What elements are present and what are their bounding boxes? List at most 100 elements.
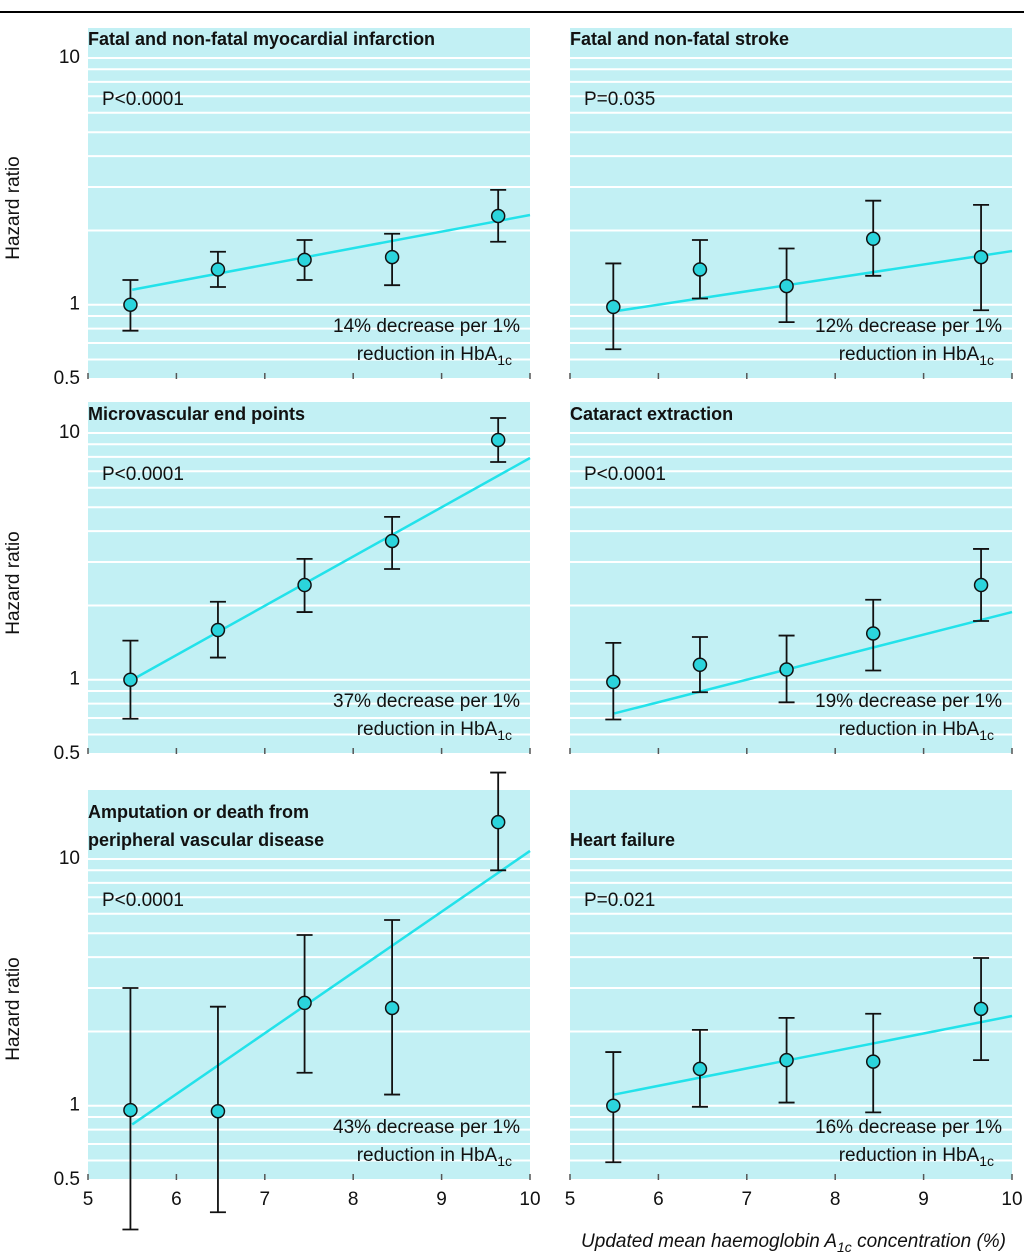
point — [865, 231, 881, 247]
fit-line — [131, 213, 531, 291]
effect-note: reduction in HbA1c — [839, 719, 994, 743]
p-value: P=0.035 — [584, 89, 655, 110]
p-value: P<0.0001 — [102, 464, 184, 485]
point — [490, 814, 506, 830]
p-value: P<0.0001 — [102, 89, 184, 110]
x-tick-label: 8 — [348, 1189, 359, 1210]
effect-note: reduction in HbA1c — [357, 1145, 512, 1169]
point — [692, 657, 708, 673]
subscript: 1c — [497, 352, 512, 368]
panel-title: Heart failure — [570, 830, 675, 850]
y-tick-label: 0.5 — [54, 743, 80, 764]
subscript: 1c — [979, 727, 994, 743]
panel-title: Fatal and non-fatal stroke — [570, 29, 789, 49]
y-tick-label: 0.5 — [54, 1169, 80, 1190]
point — [606, 674, 621, 690]
x-tick-label: 5 — [565, 1189, 576, 1210]
effect-note: 43% decrease per 1% — [333, 1117, 520, 1138]
fit-line — [131, 456, 531, 681]
fit-line — [614, 249, 1013, 313]
panel-title: peripheral vascular disease — [88, 830, 324, 850]
p-value: P<0.0001 — [102, 890, 184, 911]
effect-note: 16% decrease per 1% — [815, 1117, 1002, 1138]
point — [779, 662, 794, 677]
point — [210, 262, 226, 277]
point — [123, 672, 138, 687]
text-part: reduction in HbA — [357, 719, 498, 740]
y-tick-label: 1 — [69, 1095, 80, 1116]
text-part: reduction in HbA — [839, 1145, 980, 1166]
subscript: 1c — [497, 1153, 512, 1169]
effect-note: 37% decrease per 1% — [333, 691, 520, 712]
panel-background — [570, 790, 1012, 1181]
point — [865, 626, 881, 641]
subscript: 1c — [979, 352, 994, 368]
point — [123, 297, 138, 312]
x-tick-label: 7 — [260, 1189, 271, 1210]
x-tick-label: 5 — [83, 1189, 94, 1210]
point — [210, 622, 226, 638]
fit-line — [131, 849, 531, 1126]
text-part: reduction in HbA — [357, 1145, 498, 1166]
effect-note: reduction in HbA1c — [357, 344, 512, 368]
panel-background — [88, 790, 530, 1181]
effect-note: 14% decrease per 1% — [333, 316, 520, 337]
panel-background — [570, 402, 1012, 755]
subscript: 1c — [979, 1153, 994, 1169]
effect-note: reduction in HbA1c — [839, 1145, 994, 1169]
y-tick-label: 0.5 — [54, 368, 80, 389]
effect-note: reduction in HbA1c — [839, 344, 994, 368]
text-part: reduction in HbA — [839, 719, 980, 740]
panel-title: Cataract extraction — [570, 404, 733, 424]
p-value: P<0.0001 — [584, 464, 666, 485]
x-axis-label: Updated mean haemoglobin A1c concentrati… — [581, 1231, 1006, 1255]
y-axis-label: Hazard ratio — [3, 531, 24, 635]
panel-background — [88, 28, 530, 380]
point — [210, 1103, 226, 1119]
x-tick-label: 9 — [918, 1189, 929, 1210]
panel-background — [88, 402, 530, 755]
x-tick-label: 9 — [436, 1189, 447, 1210]
y-tick-label: 1 — [69, 294, 80, 315]
text-part: concentration (%) — [852, 1231, 1006, 1252]
effect-note: 12% decrease per 1% — [815, 316, 1002, 337]
point — [865, 1054, 881, 1069]
x-tick-label: 10 — [519, 1189, 540, 1210]
point — [297, 252, 312, 268]
y-tick-label: 10 — [59, 848, 80, 869]
point — [297, 577, 312, 593]
x-tick-label: 7 — [742, 1189, 753, 1210]
point — [606, 1098, 621, 1113]
fit-line — [613, 1014, 1013, 1096]
y-axis-label: Hazard ratio — [3, 156, 24, 260]
point — [384, 1000, 400, 1016]
point — [297, 995, 312, 1011]
text-part: reduction in HbA — [357, 344, 498, 365]
point — [606, 299, 621, 315]
panel-title: Fatal and non-fatal myocardial infarctio… — [88, 29, 435, 49]
point — [973, 1001, 989, 1017]
p-value: P=0.021 — [584, 890, 655, 911]
point — [490, 432, 506, 448]
subscript: 1c — [497, 727, 512, 743]
x-tick-label: 6 — [171, 1189, 182, 1210]
x-tick-label: 6 — [653, 1189, 664, 1210]
subscript: 1c — [837, 1239, 852, 1255]
y-tick-label: 10 — [59, 422, 80, 443]
point — [779, 278, 794, 294]
text-part: reduction in HbA — [839, 344, 980, 365]
point — [692, 1061, 708, 1077]
point — [490, 208, 506, 224]
effect-note: reduction in HbA1c — [357, 719, 512, 743]
effect-note: 19% decrease per 1% — [815, 691, 1002, 712]
point — [779, 1052, 794, 1068]
point — [973, 249, 989, 265]
point — [973, 577, 989, 593]
y-tick-label: 1 — [69, 669, 80, 690]
point — [384, 533, 400, 549]
point — [123, 1102, 138, 1118]
fit-line — [613, 610, 1013, 715]
point — [692, 262, 708, 277]
